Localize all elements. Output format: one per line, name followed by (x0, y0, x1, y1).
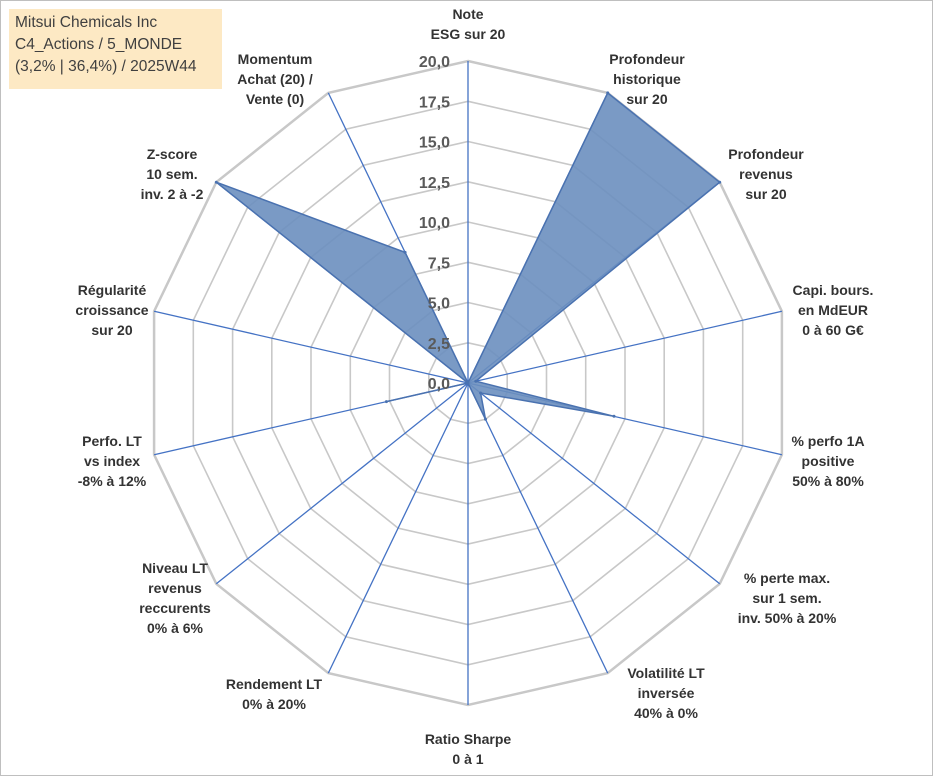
series-point-6 (479, 391, 483, 395)
series-point-2 (606, 91, 610, 95)
axis-label-4: Capi. bours. en MdEUR 0 à 60 G€ (793, 282, 874, 338)
series-point-11 (384, 400, 388, 404)
info-stats: (3,2% | 36,4%) / 2025W44 (15, 58, 197, 75)
series-point-7 (484, 417, 487, 421)
tick-label-7: 17,5 (419, 94, 450, 111)
tick-label-5: 12,5 (419, 175, 450, 192)
axis-spoke-4 (467, 310, 783, 384)
axis-label-12: Régularité croissance sur 20 (75, 282, 148, 338)
tick-label-2: 5,0 (428, 296, 450, 313)
axis-label-8: Ratio Sharpe 0 à 1 (425, 731, 512, 767)
axis-labels: Note ESG sur 20 Profondeur historique sur 20… (75, 6, 873, 767)
axis-spoke-6 (467, 382, 721, 585)
info-company: Mitsui Chemicals Inc (15, 14, 158, 31)
axis-label-10: Niveau LT revenus reccurents 0% à 6% (139, 560, 211, 636)
tick-label-0: 0,0 (428, 376, 450, 393)
axis-label-11: Perfo. LT vs index -8% à 12% (78, 433, 147, 489)
info-box: Mitsui Chemicals Inc C4_Actions / 5_MOND… (9, 9, 222, 89)
tick-label-3: 7,5 (428, 255, 450, 272)
axis-label-13: Z-score 10 sem. inv. 2 à -2 (141, 146, 204, 202)
series-point-4 (474, 379, 478, 383)
axis-label-1: Note ESG sur 20 (431, 6, 506, 42)
axis-spoke-7 (467, 382, 609, 674)
axis-label-5: % perfo 1A positive 50% à 80% (791, 433, 864, 489)
data-series (214, 91, 722, 421)
axis-spoke-12 (153, 310, 469, 384)
series-point-14 (403, 250, 407, 254)
axis-spoke-9 (327, 382, 469, 674)
axis-label-14: Momentum Achat (20) / Vente (0) (237, 51, 313, 107)
radial-tick-labels: 0,0 2,5 5,0 7,5 10,0 12,5 15,0 17,5 20,0 (419, 54, 450, 393)
info-category: C4_Actions / 5_MONDE (15, 36, 183, 53)
axis-label-3: Profondeur revenus sur 20 (728, 146, 804, 202)
axis-label-2: Profondeur historique sur 20 (609, 51, 685, 107)
tick-label-6: 15,0 (419, 135, 450, 152)
tick-label-4: 10,0 (419, 215, 450, 232)
tick-label-1: 2,5 (428, 336, 450, 353)
axis-label-7: Volatilité LT inversée 40% à 0% (627, 665, 705, 721)
axis-label-9: Rendement LT 0% à 20% (226, 676, 323, 712)
series-point-13 (214, 180, 218, 184)
series-point-12 (466, 381, 470, 385)
series-point-3 (718, 180, 722, 184)
series-point-5 (612, 414, 616, 418)
tick-label-8: 20,0 (419, 54, 450, 71)
axis-label-6: % perte max. sur 1 sem. inv. 50% à 20% (738, 570, 837, 626)
axis-spoke-10 (215, 382, 469, 585)
